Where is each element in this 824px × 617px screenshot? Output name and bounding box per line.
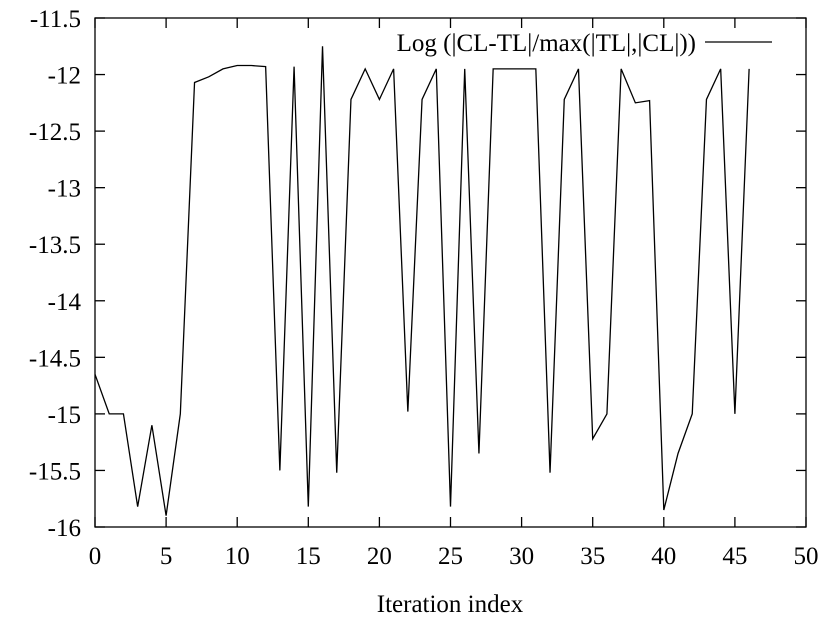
y-tick-label: -13.5	[29, 232, 81, 259]
x-tick-label: 30	[509, 543, 534, 570]
x-tick-label: 35	[580, 543, 605, 570]
plot-frame	[94, 17, 807, 528]
y-tick-label: -15	[48, 402, 81, 429]
legend-label: Log (|CL-TL|/max(|TL|,|CL|))	[397, 30, 696, 57]
x-axis-ticks: 0 5 10 15 20 25 30 35 40 45 50	[89, 18, 819, 570]
x-tick-label: 10	[225, 543, 250, 570]
series-group	[94, 46, 750, 516]
y-tick-label: -12.5	[29, 119, 81, 146]
x-tick-label: 40	[651, 543, 676, 570]
legend: Log (|CL-TL|/max(|TL|,|CL|))	[397, 30, 772, 57]
x-tick-label: 5	[160, 543, 173, 570]
x-tick-label: 25	[438, 543, 463, 570]
x-tick-label: 50	[794, 543, 819, 570]
y-tick-label: -14	[48, 289, 82, 316]
y-axis-ticks: -11.5 -12 -12.5 -13 -13.5 -14 -14.5 -15 -15.5 -16	[29, 6, 806, 542]
x-tick-label: 45	[722, 543, 747, 570]
x-tick-label: 20	[367, 543, 392, 570]
y-tick-label: -14.5	[29, 345, 81, 372]
x-axis-label: Iteration index	[377, 591, 524, 617]
y-tick-label: -16	[48, 515, 81, 542]
y-tick-label: -12	[48, 63, 81, 90]
y-tick-label: -11.5	[30, 6, 81, 33]
x-tick-label: 0	[89, 543, 102, 570]
series-line-0	[94, 46, 750, 516]
x-tick-label: 15	[296, 543, 321, 570]
y-tick-label: -13	[48, 176, 81, 203]
y-tick-label: -15.5	[29, 458, 81, 485]
